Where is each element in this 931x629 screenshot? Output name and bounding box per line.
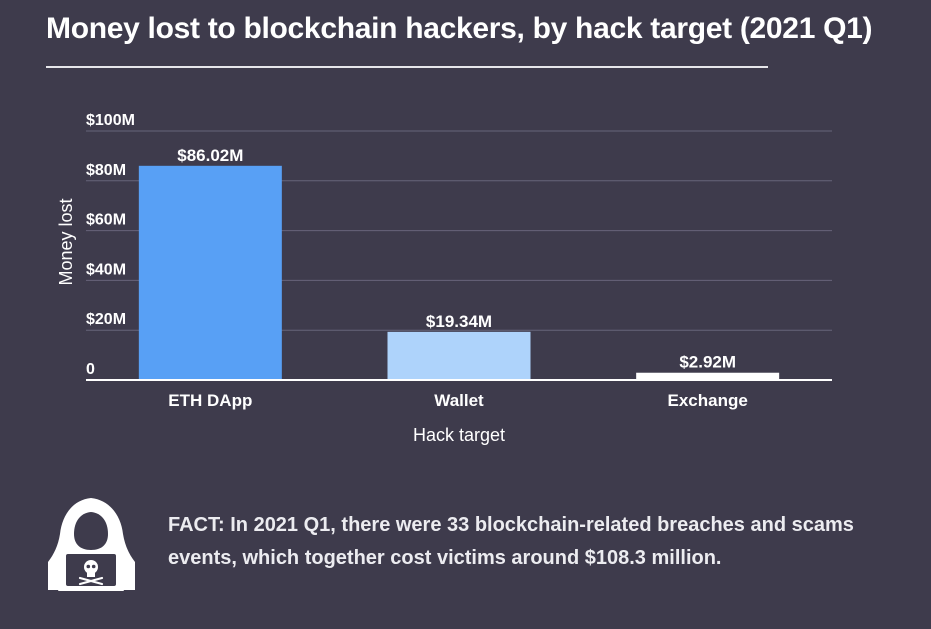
y-axis-label: Money lost xyxy=(56,198,76,285)
fact-body: In 2021 Q1, there were 33 blockchain-rel… xyxy=(168,514,854,569)
y-tick-label: $40M xyxy=(86,261,126,278)
bar-value-labels: $86.02M $19.34M $2.92M xyxy=(177,146,736,372)
y-tick-label: $80M xyxy=(86,162,126,179)
fact-label: FACT: xyxy=(168,514,225,536)
bar-value-label: $86.02M xyxy=(177,146,243,165)
bar-eth-dapp xyxy=(138,165,282,380)
x-axis-label: Hack target xyxy=(413,425,505,445)
y-tick-label: $60M xyxy=(86,212,126,229)
y-tick-label: 0 xyxy=(86,361,95,378)
y-tick-labels: 0 $20M $40M $60M $80M $100M xyxy=(86,112,135,378)
y-tick-label: $100M xyxy=(86,112,135,129)
chart-title: Money lost to blockchain hackers, by hac… xyxy=(46,12,873,45)
bar-value-label: $2.92M xyxy=(679,353,736,372)
y-tick-label: $20M xyxy=(86,311,126,328)
bar-wallet xyxy=(387,331,531,380)
bar-exchange xyxy=(636,372,780,380)
x-tick-label: ETH DApp xyxy=(168,391,252,410)
x-tick-label: Exchange xyxy=(668,391,748,410)
bars xyxy=(138,165,780,380)
x-tick-label: Wallet xyxy=(434,391,484,410)
fact-text: FACT: In 2021 Q1, there were 33 blockcha… xyxy=(168,509,888,575)
hacker-icon xyxy=(48,498,135,591)
bar-chart: 0 $20M $40M $60M $80M $100M $86.02M $19.34M $2.… xyxy=(56,112,832,445)
bar-value-label: $19.34M xyxy=(426,312,492,331)
x-tick-labels: ETH DApp Wallet Exchange xyxy=(168,391,748,410)
title-divider xyxy=(46,66,768,68)
